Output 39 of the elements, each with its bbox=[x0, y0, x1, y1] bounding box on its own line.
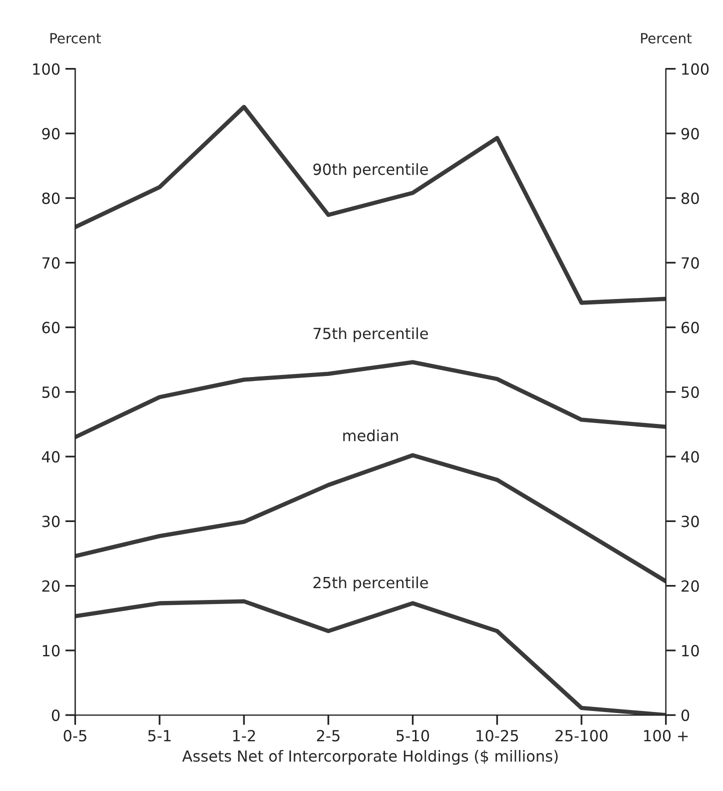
y-tick-label: 10 bbox=[42, 644, 60, 656]
y2-tick-label: 90 bbox=[681, 128, 699, 140]
y2-tick-label: 20 bbox=[682, 580, 699, 592]
x-tick-label: 25-100 bbox=[556, 730, 608, 742]
x-axis-title: Assets Net of Intercorporate Holdings ($ millions) bbox=[182, 750, 558, 765]
x-tick-label: 10-25 bbox=[476, 730, 518, 742]
y2-tick-label: 70 bbox=[682, 257, 699, 269]
y2-tick-label: 50 bbox=[682, 386, 699, 398]
series-label: 25th percentile bbox=[313, 576, 428, 592]
y2-tick-label: 100 bbox=[682, 63, 709, 75]
x-tick-label: 1-2 bbox=[233, 730, 255, 742]
series-label: 90th percentile bbox=[313, 163, 428, 178]
y2-tick-label: 30 bbox=[682, 516, 699, 528]
x-tick-label: 5-10 bbox=[396, 730, 430, 742]
y2-tick-label: 60 bbox=[682, 322, 699, 334]
series-label: median bbox=[343, 430, 398, 442]
y2-tick-label: 40 bbox=[681, 451, 699, 463]
y-tick-label: 20 bbox=[42, 580, 60, 592]
y-tick-label: 100 bbox=[33, 63, 60, 75]
y-tick-label: 30 bbox=[42, 516, 60, 528]
x-tick-label: 0-5 bbox=[64, 730, 86, 742]
x-tick-label: 2-5 bbox=[316, 730, 340, 742]
y2-tick-label: 10 bbox=[682, 644, 699, 656]
y-tick-label: 90 bbox=[42, 128, 60, 140]
x-tick-label: 100 + bbox=[644, 730, 688, 742]
y-tick-label: 70 bbox=[42, 257, 60, 269]
y2-tick-label: 80 bbox=[682, 192, 699, 204]
y-tick-label: 80 bbox=[42, 192, 60, 204]
y-tick-label: 50 bbox=[42, 386, 60, 398]
line-series bbox=[75, 104, 666, 305]
line-series bbox=[75, 360, 666, 440]
series-label: 75th percentile bbox=[314, 327, 428, 342]
y2-axis-title: Percent bbox=[641, 33, 692, 44]
x-tick-label: 5-1 bbox=[148, 730, 171, 742]
y2-tick-label: 0 bbox=[681, 710, 690, 722]
y-axis-title: Percent bbox=[50, 33, 101, 44]
y-tick-label: 60 bbox=[42, 322, 60, 334]
y-tick-label: 40 bbox=[42, 451, 60, 463]
y-tick-label: 0 bbox=[52, 710, 60, 722]
